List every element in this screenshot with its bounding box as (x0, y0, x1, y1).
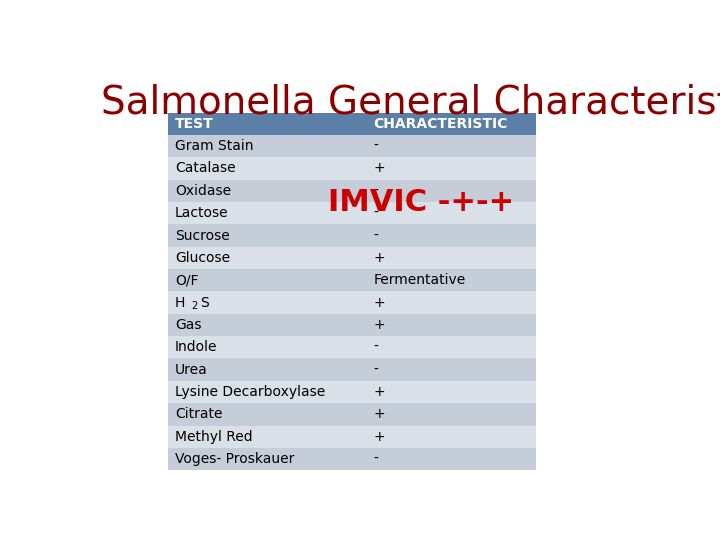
Bar (168, 180, 536, 202)
Bar (168, 448, 536, 470)
Text: +: + (374, 430, 385, 444)
Text: S: S (200, 295, 209, 309)
Text: +: + (374, 251, 385, 265)
Text: +: + (374, 385, 385, 399)
Bar (168, 157, 536, 180)
Bar (168, 381, 536, 403)
Bar (168, 292, 536, 314)
Bar (168, 336, 536, 359)
Text: Oxidase: Oxidase (175, 184, 231, 198)
Text: Lysine Decarboxylase: Lysine Decarboxylase (175, 385, 325, 399)
Text: IMVIC -+-+: IMVIC -+-+ (328, 187, 514, 217)
Text: -: - (374, 139, 379, 153)
Text: TEST: TEST (175, 117, 214, 131)
Text: +: + (374, 318, 385, 332)
Text: -: - (374, 228, 379, 242)
Text: Gas: Gas (175, 318, 202, 332)
Text: Glucose: Glucose (175, 251, 230, 265)
Text: Citrate: Citrate (175, 407, 222, 421)
Bar (168, 426, 536, 448)
Bar (168, 113, 536, 135)
Bar (168, 314, 536, 336)
Text: Indole: Indole (175, 340, 217, 354)
Text: +: + (374, 161, 385, 176)
Text: -: - (374, 452, 379, 466)
Text: Methyl Red: Methyl Red (175, 430, 253, 444)
Bar (168, 224, 536, 247)
Text: -: - (374, 206, 379, 220)
Text: Lactose: Lactose (175, 206, 228, 220)
Text: Salmonella General Characteristics: Salmonella General Characteristics (101, 84, 720, 122)
Text: +: + (374, 407, 385, 421)
Text: Urea: Urea (175, 363, 207, 376)
Text: Sucrose: Sucrose (175, 228, 230, 242)
Text: Fermentative: Fermentative (374, 273, 466, 287)
Text: -: - (374, 340, 379, 354)
Bar (168, 135, 536, 157)
Text: Gram Stain: Gram Stain (175, 139, 253, 153)
Text: O/F: O/F (175, 273, 198, 287)
Text: CHARACTERISTIC: CHARACTERISTIC (374, 117, 508, 131)
Text: Catalase: Catalase (175, 161, 235, 176)
Bar (168, 202, 536, 224)
Text: -: - (374, 184, 379, 198)
Text: -: - (374, 363, 379, 376)
Bar (168, 403, 536, 426)
Bar (168, 269, 536, 292)
Text: +: + (374, 295, 385, 309)
Bar (168, 359, 536, 381)
Text: 2: 2 (192, 301, 198, 311)
Text: Voges- Proskauer: Voges- Proskauer (175, 452, 294, 466)
Text: H: H (175, 295, 185, 309)
Bar (168, 247, 536, 269)
